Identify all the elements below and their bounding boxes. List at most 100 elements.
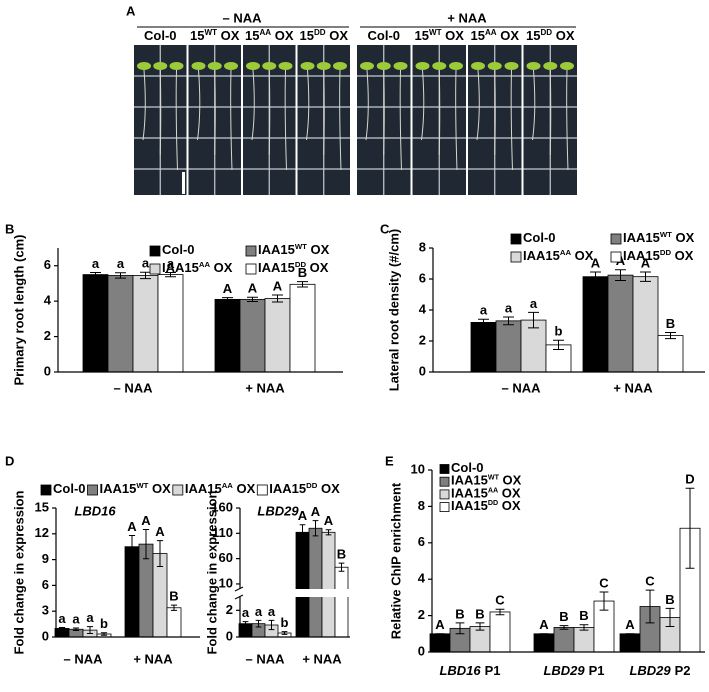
bar: [289, 283, 316, 373]
seedling-leaf: [137, 62, 151, 70]
text-part: IAA15: [258, 260, 295, 275]
significance-letter: B: [455, 606, 464, 621]
significance-letter: a: [72, 611, 80, 626]
significance-letter: a: [86, 610, 94, 625]
legend-label: Col-0: [523, 230, 556, 245]
legend-swatch: [439, 476, 450, 487]
error-bar: [312, 520, 319, 537]
text-part: OX: [307, 242, 330, 257]
y-tick-label: 0: [44, 363, 51, 378]
error-bar: [156, 540, 164, 567]
bar: [429, 633, 451, 653]
text-part: OX: [571, 248, 594, 263]
legend-swatch: [245, 263, 257, 275]
text-part: 15: [471, 28, 485, 43]
root: [476, 69, 480, 141]
gene-name: LBD29: [629, 663, 671, 678]
seedling-leaf: [543, 62, 558, 70]
bar: [82, 274, 109, 373]
x-tick-label: + NAA: [133, 651, 173, 666]
text-part: IAA15: [100, 481, 137, 496]
error-bar: [503, 316, 514, 326]
significance-letter: a: [268, 604, 276, 619]
y-tick-label: 10: [411, 461, 425, 476]
legend-label: IAA15AA OX: [162, 260, 233, 276]
text-part: Col-0: [144, 28, 177, 43]
y-axis-label: Fold change in expression: [11, 490, 26, 654]
text-part: WT: [136, 481, 148, 490]
error-bar: [58, 627, 66, 630]
significance-letter: D: [685, 472, 694, 487]
y-tick-label: 12: [35, 525, 49, 540]
y-tick-label: 2: [226, 602, 233, 617]
significance-letter: A: [435, 617, 445, 632]
root: [284, 69, 287, 171]
x-tick-label: + NAA: [245, 380, 285, 395]
subtitle: LBD29: [257, 503, 299, 518]
error-bar: [475, 622, 485, 631]
significance-letter: A: [311, 504, 321, 519]
legend-swatch: [40, 484, 52, 496]
root: [510, 69, 513, 171]
legend-swatch: [439, 489, 450, 500]
error-bar: [553, 339, 564, 351]
text-part: OX: [442, 28, 465, 43]
legend-label: IAA15DD OX: [269, 481, 340, 497]
seedling-leaf: [376, 62, 391, 70]
error-bar: [685, 487, 695, 569]
text-part: IAA15: [258, 242, 295, 257]
error-bar: [115, 272, 126, 279]
panel-letter: A: [126, 3, 136, 18]
y-tick-label: 6: [418, 534, 425, 549]
legend-swatch: [172, 484, 184, 496]
root: [175, 69, 178, 171]
legend-label: Col-0: [53, 481, 86, 496]
significance-letter: A: [539, 617, 549, 632]
significance-letter: B: [665, 592, 674, 607]
significance-letter: a: [505, 300, 513, 315]
x-tick-label: + NAA: [613, 380, 653, 395]
significance-letter: a: [142, 256, 150, 271]
text-part: AA: [560, 248, 572, 257]
significance-letter: A: [273, 278, 283, 293]
legend-swatch: [87, 484, 98, 496]
y-axis-label: Relative ChIP enrichment: [388, 482, 403, 639]
y-tick-label: 2: [419, 332, 426, 347]
error-bar: [590, 271, 601, 282]
error-bar: [90, 271, 101, 278]
significance-letter: a: [255, 604, 263, 619]
probe-name: P1: [485, 663, 501, 678]
text-part: 15: [300, 28, 314, 43]
x-tick-label: – NAA: [245, 651, 285, 666]
seedling-leaf: [169, 62, 184, 70]
seedling-leaf: [487, 62, 502, 70]
bar: [214, 298, 241, 373]
legend-swatch: [439, 464, 450, 474]
text-part: 15: [415, 28, 429, 43]
root: [214, 69, 216, 156]
text-part: Col-0: [53, 481, 86, 496]
error-bar: [640, 271, 651, 282]
text-part: OX: [271, 28, 294, 43]
legend-swatch: [510, 251, 522, 263]
bar: [489, 611, 511, 653]
text-part: Col-0: [523, 230, 556, 245]
text-part: OX: [326, 28, 349, 43]
root: [383, 69, 385, 156]
seedling-leaf: [278, 62, 293, 70]
text-part: WT: [295, 242, 307, 251]
error-bar: [579, 624, 589, 631]
y-tick-label: 60: [219, 550, 233, 565]
bar: [295, 531, 310, 638]
text-part: AA: [488, 486, 498, 494]
genotype-label: Col-0: [144, 28, 177, 43]
root: [159, 69, 162, 156]
subtitle: LBD16: [74, 503, 116, 518]
significance-letter: a: [480, 303, 488, 318]
legend-label: IAA15DD OX: [623, 248, 694, 264]
y-tick-label: 8: [419, 239, 426, 254]
text-part: IAA15: [623, 230, 660, 245]
bar: [657, 335, 684, 373]
significance-letter: A: [591, 255, 601, 270]
